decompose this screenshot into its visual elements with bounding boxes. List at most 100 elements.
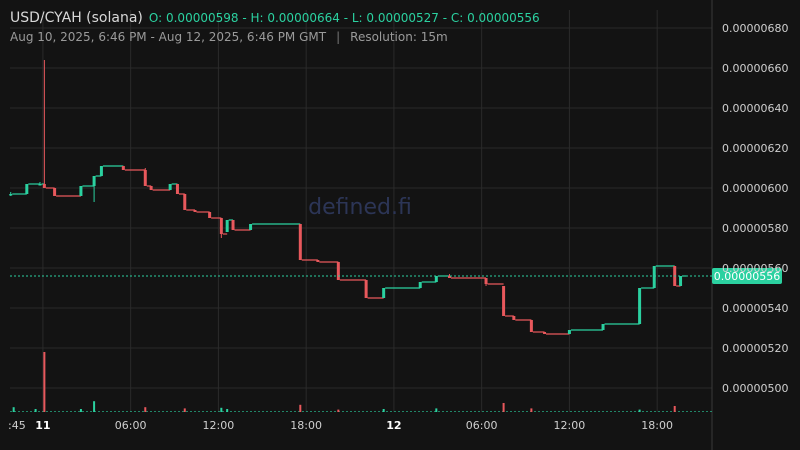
candle-body-20 [298,224,302,260]
x-tick-label-7: 12:00 [554,419,586,432]
candle-35 [638,287,655,324]
candle-body-30 [512,316,516,320]
y-tick-label-4: 0.00000580 [722,222,788,235]
candle-8 [121,166,146,171]
candle-23 [364,280,384,299]
candle-body-5 [79,186,83,196]
candle-body-12 [175,184,179,194]
volume-bar-15 [638,409,641,412]
candle-29 [502,286,514,317]
y-tick-label-1: 0.00000520 [722,342,788,355]
candle-body-22 [336,262,340,280]
candle-body-16 [219,218,223,234]
volume-bar-5 [144,407,147,412]
last-price-line: 0.00000556 [10,268,782,284]
candle-0 [9,192,27,196]
candle-38 [679,275,687,286]
candle-body-38 [679,276,683,286]
volume-bar-10 [337,409,340,412]
y-tick-label-9: 0.00000680 [722,22,788,35]
candle-body-2 [38,184,42,186]
candle-12 [175,184,185,195]
volume-bar-7 [220,407,223,412]
candle-body-3 [42,184,46,188]
volume-bar-4 [93,401,96,412]
candle-body-19 [249,224,253,230]
candle-18 [231,220,251,231]
candle-6 [92,175,102,202]
x-tick-label-4: 18:00 [290,419,322,432]
candle-body-9 [143,170,147,186]
volume-bar-16 [673,406,676,412]
candle-body-25 [418,282,422,288]
y-tick-label-6: 0.00000620 [722,142,788,155]
y-tick-label-8: 0.00000660 [722,62,788,75]
candle-28 [484,278,504,286]
x-tick-label-2: 06:00 [115,419,147,432]
candle-body-24 [382,288,386,298]
y-tick-label-5: 0.00000600 [722,182,788,195]
candle-body-23 [364,280,368,298]
candle-body-26 [434,276,438,282]
candle-body-0 [9,194,13,196]
price-candles [9,60,687,335]
candle-7 [99,165,124,176]
candle-34 [601,323,640,330]
volume-bar-9 [299,404,302,412]
volume-bar-6 [183,408,186,412]
candle-body-28 [484,278,488,284]
candle-30 [512,316,532,321]
candle-body-13 [183,194,187,210]
candle-13 [183,194,196,211]
candle-body-6 [92,176,96,186]
volume-bar-12 [435,408,438,412]
header-separator: | [336,30,341,44]
candle-body-31 [529,320,533,332]
candle-36 [652,265,675,288]
candle-body-29 [502,286,506,316]
candle-body-15 [208,212,212,218]
pair-and-ohlc: USD/CYAH (solana) O: 0.00000598 - H: 0.00… [10,10,540,26]
price-axis[interactable]: 0.00000500 0.00000520 0.00000540 0.00000560… [722,22,788,395]
y-tick-label-3: 0.00000560 [722,262,788,275]
x-tick-label-8: 18:00 [641,419,673,432]
x-tick-label-3: 12:00 [203,419,235,432]
candle-25 [418,281,437,288]
chart-grid [10,0,713,450]
candle-body-36 [652,266,656,288]
candle-body-27 [447,276,451,278]
volume-bar-11 [382,409,385,412]
volume-bar-1 [34,409,37,412]
candle-body-32 [543,332,547,334]
candle-4 [53,188,81,197]
ohlc-values: O: 0.00000598 - H: 0.00000664 - L: 0.000… [148,11,540,25]
candle-body-34 [601,324,605,330]
candle-body-11 [168,184,172,190]
x-tick-label-1: 11 [35,419,50,432]
time-axis[interactable]: :45 11 06:00 12:00 18:00 12 06:00 12:00 18:00 [8,419,673,432]
candle-26 [434,275,450,282]
volume-bars [10,352,712,412]
x-tick-label-0: :45 [8,419,26,432]
candle-22 [336,262,367,281]
candle-body-33 [567,330,571,334]
candle-15 [208,212,222,219]
chart-header: USD/CYAH (solana) O: 0.00000598 - H: 0.00… [10,10,540,44]
candle-body-1 [25,184,29,194]
candle-33 [567,329,604,334]
y-tick-label-2: 0.00000540 [722,302,788,315]
candle-body-4 [53,188,57,196]
candle-body-14 [193,210,197,212]
y-tick-label-0: 0.00000500 [722,382,788,395]
last-price-badge [712,268,782,284]
volume-bar-3 [79,409,82,412]
x-tick-label-5: 12 [386,419,401,432]
volume-bar-13 [502,403,505,412]
candle-body-17 [225,220,229,232]
candle-body-18 [231,220,235,230]
watermark: defined.fi [308,195,412,220]
candle-1 [25,183,40,194]
candle-20 [298,224,318,261]
range-and-resolution: Aug 10, 2025, 6:46 PM - Aug 12, 2025, 6:… [10,30,540,44]
